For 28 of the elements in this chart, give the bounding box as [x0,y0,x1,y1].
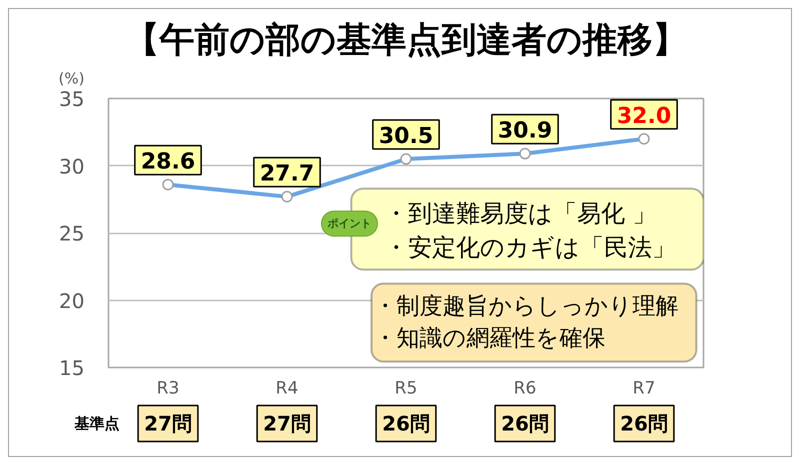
x-tick-label: R3 [156,378,180,398]
x-tick-label: R4 [276,378,298,398]
x-tick-label: R7 [632,378,656,398]
annotation: ポイント [326,217,372,230]
annotation: ・知識の網羅性を確保 [373,325,606,352]
y-tick-label: 15 [59,356,85,380]
text: 27問 [144,412,192,436]
annotation: ・安定化のカギは「民法」 [384,234,676,262]
text: 26問 [382,412,430,436]
data-label: 27.7 [260,162,314,187]
x-tick-label: R6 [514,378,536,398]
text: 26問 [501,412,549,436]
y-tick-label: 20 [59,288,85,313]
x-tick-label: R5 [394,378,418,398]
data-label: 32.0 [616,104,672,129]
annotation: ・到達難易度は「易化 」 [384,200,657,228]
chart-title: 【午前の部の基準点到達者の推移】 [124,20,688,60]
annotation: ・制度趣旨からしっかり理解 [373,293,678,320]
data-label: 30.9 [498,118,552,144]
text: 基準点 [74,414,120,432]
text: 26問 [620,412,668,436]
y-tick-label: 35 [59,87,85,111]
data-label: 28.6 [140,150,196,175]
y-tick-label: 30 [59,154,85,178]
y-axis-title: (%) [58,70,84,88]
data-label: 30.5 [378,124,434,150]
text: 27問 [263,412,311,436]
y-tick-label: 25 [59,222,85,246]
